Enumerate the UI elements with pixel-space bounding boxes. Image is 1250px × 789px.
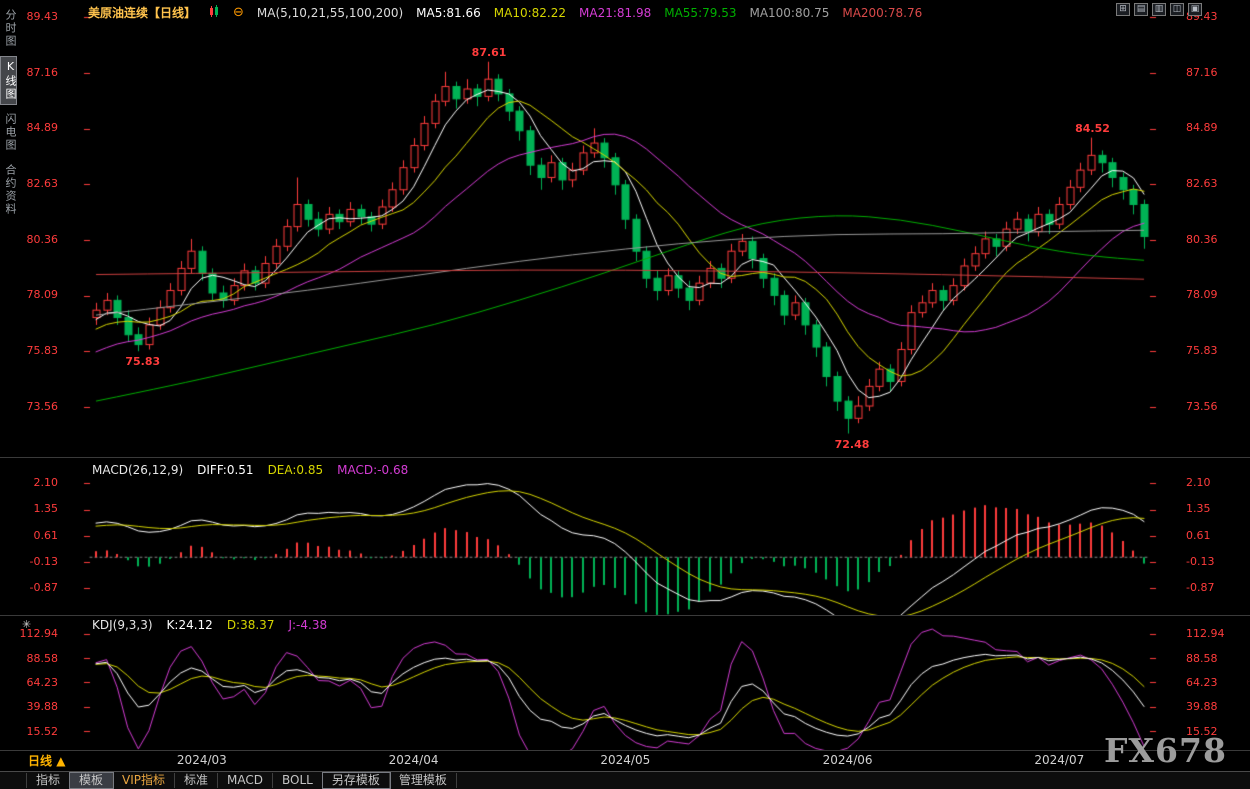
macd-axis-label: -0.87	[1186, 581, 1215, 594]
kdj-d-value: D:38.37	[226, 618, 275, 632]
macd-axis-label: 1.35	[1186, 502, 1211, 515]
macd-axis-label: -0.13	[29, 555, 58, 568]
macd-axis-label: 0.61	[33, 529, 59, 542]
chart-header: 美原油连续【日线】 ⊖ MA(5,10,21,55,100,200) MA5:8…	[88, 4, 922, 21]
layout-single-icon[interactable]: ▣	[1188, 3, 1202, 16]
price-axis-label: 73.56	[26, 400, 59, 413]
price-annotation-low: 75.83	[125, 355, 161, 369]
kdj-panel-header: KDJ(9,3,3) K:24.12 D:38.37 J:-4.38	[92, 618, 327, 632]
candle-style-icon[interactable]	[209, 4, 220, 21]
date-axis-label: 2024/03	[176, 753, 227, 767]
kdj-k-value: K:24.12	[166, 618, 213, 632]
date-axis-label: 2024/07	[1034, 753, 1085, 767]
price-axis-label: 87.16	[1186, 66, 1218, 79]
layout-grid-icon[interactable]: ⊞	[1116, 3, 1130, 16]
kdj-axis-label: 64.23	[1186, 676, 1218, 689]
layout-rows-icon[interactable]: ▤	[1134, 3, 1148, 16]
price-annotation-low: 72.48	[834, 437, 870, 451]
period-selector[interactable]: 日线 ▲	[28, 752, 65, 769]
date-axis-label: 2024/06	[822, 753, 873, 767]
panel-separator	[0, 457, 1250, 458]
kdj-axis-label: 112.94	[19, 627, 59, 640]
price-axis-label: 84.89	[26, 121, 59, 134]
kdj-axis-label: 64.23	[26, 676, 59, 689]
macd-dea-value: DEA:0.85	[267, 463, 324, 477]
macd-axis-label: -0.13	[1186, 555, 1215, 568]
price-axis-label: 78.09	[26, 288, 59, 301]
kdj-indicator-label: KDJ(9,3,3)	[92, 618, 153, 632]
tab-macd[interactable]: MACD	[218, 773, 274, 788]
layout-columns-icon[interactable]: ▥	[1152, 3, 1166, 16]
tab-vip-indicator[interactable]: VIP指标	[113, 773, 176, 788]
price-axis-label: 75.83	[26, 344, 59, 357]
tab-boll[interactable]: BOLL	[273, 773, 323, 788]
tab-template[interactable]: 模板	[69, 772, 115, 789]
indicator-settings-icon[interactable]: ✳	[22, 618, 32, 631]
ma100-value-label: MA100:80.75	[749, 5, 830, 20]
ma55-value-label: MA55:79.53	[664, 5, 737, 20]
macd-indicator-label: MACD(26,12,9)	[92, 463, 184, 477]
tab-standard[interactable]: 标准	[175, 773, 219, 788]
bottom-toolbar: 指标 模板 VIP指标 标准 MACD BOLL 另存模板 管理模板	[0, 771, 1250, 789]
ma5-value-label: MA5:81.66	[416, 5, 481, 20]
tab-manage-template[interactable]: 管理模板	[390, 773, 457, 788]
price-axis-label: 80.36	[1186, 233, 1218, 246]
sidebar-item-time-share-chart[interactable]: 分时图	[4, 9, 17, 48]
price-annotation-high: 87.61	[471, 45, 507, 59]
macd-hist-value: MACD:-0.68	[337, 463, 409, 477]
chevron-up-icon: ▲	[56, 754, 66, 768]
price-axis-label: 73.56	[1186, 400, 1218, 413]
ma10-value-label: MA10:82.22	[493, 5, 566, 20]
macd-axis-label: -0.87	[29, 581, 58, 594]
price-axis-label: 78.09	[1186, 288, 1218, 301]
sidebar-item-flash-chart[interactable]: 闪电图	[4, 113, 17, 152]
brand-watermark: FX678	[1104, 731, 1227, 770]
date-axis-label: 2024/04	[388, 753, 439, 767]
window-layout-controls: ⊞ ▤ ▥ ◫ ▣	[1116, 3, 1202, 16]
price-axis-label: 82.63	[1186, 177, 1218, 190]
macd-panel-header: MACD(26,12,9) DIFF:0.51 DEA:0.85 MACD:-0…	[92, 463, 408, 477]
period-label: 日线	[28, 754, 53, 768]
kdj-axis-label: 15.52	[26, 725, 59, 738]
macd-axis-label: 2.10	[1186, 476, 1211, 489]
sidebar-item-contract-info[interactable]: 合约资料	[4, 164, 17, 216]
panel-separator	[0, 750, 1250, 751]
chart-type-sidebar: 分时图 K线图 闪电图 合约资料	[0, 5, 17, 220]
panel-separator	[0, 615, 1250, 616]
kdj-axis-label: 112.94	[1186, 627, 1225, 640]
tab-save-template[interactable]: 另存模板	[321, 772, 391, 789]
price-axis-label: 89.43	[26, 10, 59, 23]
date-axis-label: 2024/05	[600, 753, 651, 767]
tab-indicator[interactable]: 指标	[26, 773, 71, 788]
price-axis-label: 84.89	[1186, 121, 1218, 134]
kdj-j-value: J:-4.38	[288, 618, 328, 632]
sidebar-item-candlestick-chart[interactable]: K线图	[0, 56, 17, 105]
zoom-out-icon[interactable]: ⊖	[233, 4, 244, 20]
kdj-axis-label: 88.58	[1186, 652, 1218, 665]
price-axis-label: 75.83	[1186, 344, 1218, 357]
ma21-value-label: MA21:81.98	[579, 5, 652, 20]
kdj-axis-label: 39.88	[1186, 700, 1218, 713]
kdj-axis-label: 15.52	[1186, 725, 1218, 738]
macd-axis-label: 0.61	[1186, 529, 1211, 542]
macd-diff-value: DIFF:0.51	[197, 463, 254, 477]
price-axis-label: 80.36	[26, 233, 59, 246]
price-axis-label: 82.63	[26, 177, 59, 190]
instrument-title: 美原油连续【日线】	[88, 6, 197, 20]
layout-split-icon[interactable]: ◫	[1170, 3, 1184, 16]
kdj-axis-label: 39.88	[26, 700, 59, 713]
ma200-value-label: MA200:78.76	[842, 5, 923, 20]
price-annotation-high: 84.52	[1075, 121, 1110, 135]
kdj-axis-label: 88.58	[26, 652, 59, 665]
macd-axis-label: 1.35	[33, 502, 59, 515]
macd-axis-label: 2.10	[33, 476, 59, 489]
ma-settings-label: MA(5,10,21,55,100,200)	[256, 5, 404, 20]
price-axis-label: 87.16	[26, 66, 59, 79]
